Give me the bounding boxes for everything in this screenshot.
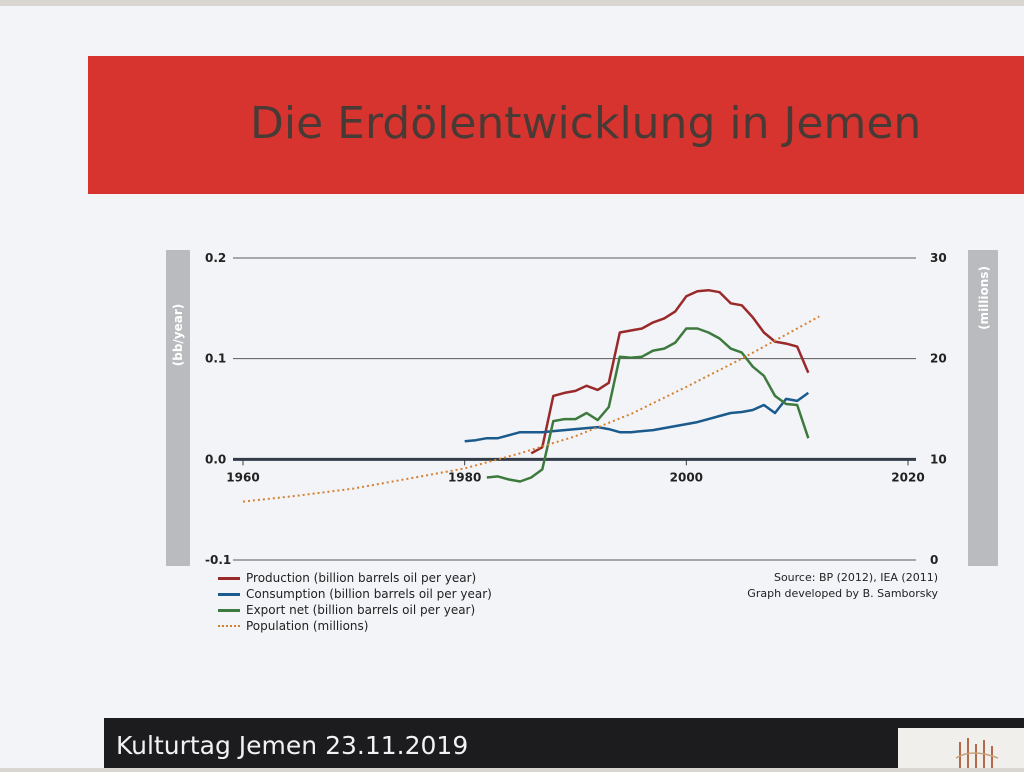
right-axis-bar <box>968 250 998 566</box>
y-right-tick-label: 10 <box>930 452 947 466</box>
footer-logo <box>898 728 1024 768</box>
consumption-line <box>464 391 810 443</box>
legend-item-consumption: Consumption (billion barrels oil per yea… <box>218 586 492 602</box>
legend-swatch-export <box>218 608 240 612</box>
footer-text: Kulturtag Jemen 23.11.2019 <box>116 731 469 760</box>
y-left-tick-label: 0.1 <box>205 352 226 366</box>
y-right-tick-label: 0 <box>930 553 938 567</box>
left-axis-title: (bb/year) <box>171 304 185 367</box>
chart-legend: Production (billion barrels oil per year… <box>218 570 492 634</box>
footer-band <box>104 718 1024 768</box>
y-right-tick-label: 20 <box>930 352 947 366</box>
y-left-tick-label: -0.1 <box>205 553 231 567</box>
legend-swatch-population <box>218 625 240 627</box>
legend-item-production: Production (billion barrels oil per year… <box>218 570 492 586</box>
population-line <box>242 315 820 503</box>
legend-swatch-consumption <box>218 592 240 596</box>
x-tick-label: 1980 <box>448 470 481 484</box>
x-tick-label: 2000 <box>670 470 703 484</box>
source-line: Source: BP (2012), IEA (2011) <box>773 571 938 584</box>
x-tick-label: 1960 <box>226 470 259 484</box>
legend-label-export: Export net (billion barrels oil per year… <box>246 603 476 617</box>
legend-label-population: Population (millions) <box>246 619 369 633</box>
credit-line: Graph developed by B. Samborsky <box>747 587 938 600</box>
logo-graphic <box>955 738 999 768</box>
legend-item-population: Population (millions) <box>218 618 492 634</box>
y-right-tick-label: 30 <box>930 251 947 265</box>
legend-label-consumption: Consumption (billion barrels oil per yea… <box>246 587 492 601</box>
legend-item-export: Export net (billion barrels oil per year… <box>218 602 492 618</box>
export-line <box>486 327 810 483</box>
y-left-tick-label: 0.0 <box>205 452 226 466</box>
right-axis-title: (millions) <box>977 266 991 330</box>
chart-source: Source: BP (2012), IEA (2011) Graph deve… <box>747 570 938 602</box>
production-line <box>530 288 810 455</box>
x-tick-label: 2020 <box>891 470 924 484</box>
left-axis-bar <box>166 250 190 566</box>
title-band <box>88 56 1024 194</box>
legend-swatch-production <box>218 576 240 580</box>
y-left-tick-label: 0.2 <box>205 251 226 265</box>
legend-label-production: Production (billion barrels oil per year… <box>246 571 477 585</box>
slide-title: Die Erdölentwicklung in Jemen <box>250 98 922 149</box>
